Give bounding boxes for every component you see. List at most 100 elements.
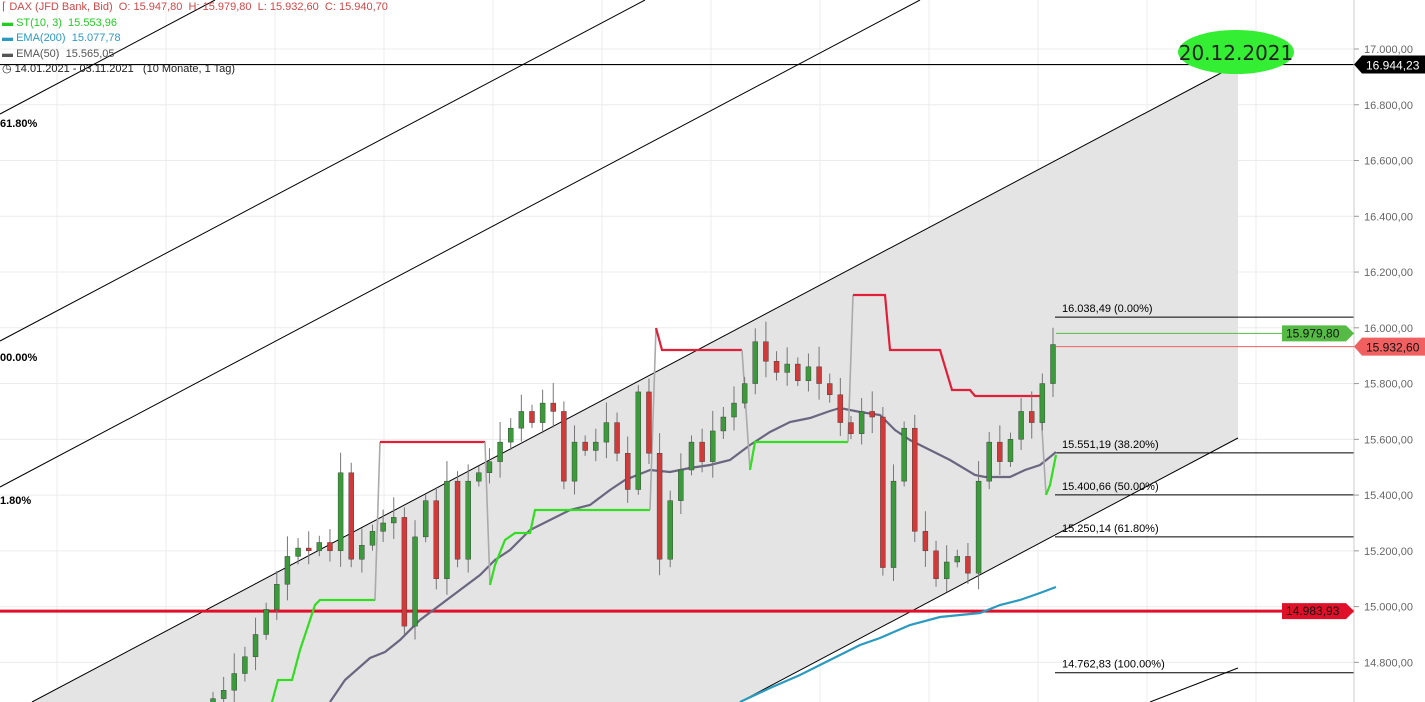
clock-icon: ◷ <box>2 63 12 75</box>
candle <box>614 412 620 462</box>
candle-body <box>263 609 269 635</box>
candle <box>795 357 801 387</box>
series-swatch-icon: ▬ <box>2 47 13 60</box>
ema50-label: EMA(50) <box>16 47 60 60</box>
candle <box>593 428 599 462</box>
channel-percent-label: 00.00% <box>0 352 38 364</box>
y-tick-label: 15.000,00 <box>1364 602 1413 614</box>
candle-body <box>242 656 248 674</box>
candle <box>720 406 727 439</box>
fan-line-bottom <box>1149 667 1239 702</box>
candle <box>454 471 461 568</box>
price-tag-bg <box>1354 337 1425 356</box>
y-tick-label: 15.200,00 <box>1364 546 1413 558</box>
candle <box>710 410 716 478</box>
candle-body <box>327 542 333 552</box>
candle-body <box>252 634 259 657</box>
candle <box>550 383 556 428</box>
supertrend-up-2 <box>488 508 650 586</box>
horizontal-levels <box>0 63 1354 613</box>
candle-body <box>284 556 291 585</box>
candle <box>561 401 567 490</box>
candle <box>880 406 886 576</box>
y-tick-label: 15.800,00 <box>1364 379 1413 391</box>
annotation-text: 20.12.2021 <box>1179 41 1294 65</box>
candle-body <box>646 391 652 454</box>
candle-body <box>518 411 525 429</box>
candle-body <box>1018 411 1024 440</box>
candle <box>242 646 248 682</box>
candle <box>773 351 780 381</box>
y-tick-label: 16.000,00 <box>1364 323 1413 335</box>
supertrend-up-1 <box>270 598 375 702</box>
candle-body <box>465 480 471 560</box>
price-axis[interactable]: 17.000,00 16.800,00 16.600,00 16.400,00 16.2… <box>1354 44 1413 669</box>
channel-percent-label: 61.80% <box>0 118 38 130</box>
candle-body <box>359 545 365 560</box>
candle-body <box>933 550 939 579</box>
fan-line-100 <box>0 0 646 342</box>
legend-instrument[interactable]: ⌈ DAX (JFD Bank, Bid) O: 15.947,80 H: 15… <box>2 0 388 16</box>
candle <box>295 538 301 565</box>
candle <box>305 531 312 565</box>
candle <box>901 421 907 487</box>
candle-body <box>975 480 982 574</box>
candle-body <box>965 556 971 574</box>
candle-body <box>348 472 354 560</box>
y-tick-label: 16.800,00 <box>1364 100 1413 112</box>
channel-upper-line <box>31 63 1239 702</box>
candle <box>763 321 769 378</box>
annotation-ellipse <box>1178 30 1294 74</box>
candle-body <box>667 500 673 560</box>
candle <box>412 520 418 640</box>
candle <box>1039 373 1046 431</box>
level-tag-bg <box>1354 55 1425 74</box>
supertrend-flip <box>741 349 751 471</box>
candle-body <box>858 411 865 434</box>
candle <box>391 497 397 540</box>
candle <box>869 391 875 434</box>
y-tick-label: 17.000,00 <box>1364 44 1413 56</box>
candle-body <box>614 422 620 454</box>
candle <box>646 378 652 464</box>
candle <box>656 433 663 576</box>
candle <box>1029 391 1035 439</box>
candle-body <box>369 531 376 546</box>
candle-body <box>997 441 1003 462</box>
candle-body <box>337 472 344 552</box>
candle-body <box>529 411 535 423</box>
candle-body <box>571 441 578 482</box>
candle <box>476 466 482 487</box>
candle-body <box>678 469 684 501</box>
candle-body <box>210 698 216 702</box>
candle <box>805 353 812 392</box>
y-tick-label: 14.800,00 <box>1364 657 1413 669</box>
date-annotation[interactable]: 20.12.2021 <box>1178 30 1294 74</box>
legend-range[interactable]: ◷ 14.01.2021 - 03.11.2021 (10 Monate, 1 … <box>2 62 388 78</box>
price-tag-label: 15.979,80 <box>1286 326 1340 340</box>
candle-body <box>731 402 737 418</box>
candle <box>678 453 684 515</box>
channel-lower-line <box>739 437 1239 702</box>
candle-body <box>316 542 323 552</box>
date-range: 14.01.2021 - 03.11.2021 (10 Monate, 1 Ta… <box>14 63 236 75</box>
level-tag-label: 14.983,93 <box>1286 604 1340 618</box>
channel-percent-label: 1.80% <box>0 495 31 507</box>
candle-body <box>880 416 886 568</box>
supertrend-down-2 <box>654 327 742 352</box>
legend-ema50[interactable]: ▬ EMA(50) 15.565,05 <box>2 47 388 63</box>
candle-body <box>582 441 588 451</box>
y-tick-label: 15.400,00 <box>1364 490 1413 502</box>
candle <box>444 461 450 595</box>
fib-level-label: 15.400,66 (50.00%) <box>1062 481 1159 493</box>
supertrend-flip <box>374 441 381 601</box>
candle-body <box>412 536 418 627</box>
supertrend-flip <box>484 441 491 586</box>
candle <box>571 425 578 495</box>
legend-supertrend[interactable]: ▬ ST(10, 3) 15.553,96 <box>2 16 388 32</box>
candle <box>465 464 471 573</box>
candle <box>699 428 705 473</box>
legend-ema200[interactable]: ▬ EMA(200) 15.077,78 <box>2 31 388 47</box>
candle-body <box>922 531 929 552</box>
